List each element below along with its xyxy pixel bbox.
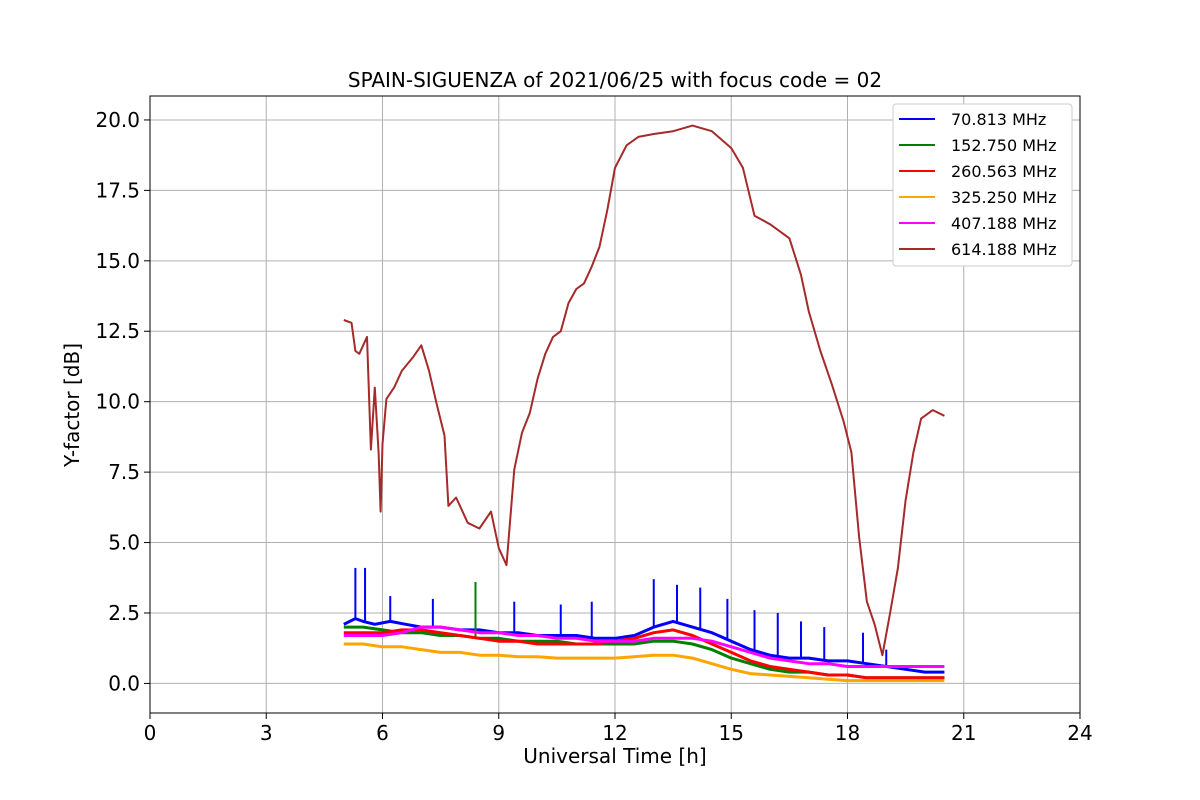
axes-frame	[149, 95, 1081, 714]
legend: 70.813 MHz 152.750 MHz 260.563 MHz 325.250 …	[892, 103, 1073, 267]
legend-box	[892, 103, 1073, 267]
legend-label-260-563-mhz: 260.563 MHz	[951, 162, 1056, 181]
series-line-407-188-mhz	[343, 625, 945, 668]
x-tick-label: 9	[492, 721, 505, 745]
y-tick-label: 10.0	[95, 390, 140, 414]
y-tick-label: 5.0	[108, 531, 140, 555]
x-tick-label: 21	[951, 721, 976, 745]
x-tick-label: 3	[260, 721, 273, 745]
series-line-614-188-mhz	[343, 124, 945, 657]
y-axis-label: Y-factor [dB]	[60, 343, 84, 468]
y-tick-label: 15.0	[95, 249, 140, 273]
y-tick-label: 2.5	[108, 601, 140, 625]
series-group	[343, 124, 945, 683]
legend-label-407-188-mhz: 407.188 MHz	[951, 214, 1056, 233]
series-line-325-250-mhz	[343, 642, 945, 683]
x-tick-label: 18	[835, 721, 860, 745]
x-axis-label: Universal Time [h]	[523, 744, 706, 768]
series-line-260-563-mhz	[343, 628, 945, 680]
y-tick-label: 0.0	[108, 671, 140, 695]
y-tick-label: 20.0	[95, 108, 140, 132]
legend-label-614-188-mhz: 614.188 MHz	[951, 240, 1056, 259]
x-tick-label: 12	[602, 721, 627, 745]
chart-title: SPAIN-SIGUENZA of 2021/06/25 with focus …	[348, 68, 882, 92]
y-tick-label: 12.5	[95, 319, 140, 343]
y-tick-label: 7.5	[108, 460, 140, 484]
legend-label-152-750-mhz: 152.750 MHz	[951, 136, 1056, 155]
legend-label-325-250-mhz: 325.250 MHz	[951, 188, 1056, 207]
x-tick-label: 15	[719, 721, 744, 745]
grid: 0 3 6 9 12 15 18 21 24 0.0 2.5 5.0 7.5 10.0 12.5 15.0 17…	[95, 96, 1093, 745]
series-line-70-813-mhz	[343, 617, 945, 674]
y-tick-label: 17.5	[95, 178, 140, 202]
x-tick-label: 6	[376, 721, 389, 745]
x-tick-label: 0	[144, 721, 157, 745]
plot-area: 0 3 6 9 12 15 18 21 24 0.0 2.5 5.0 7.5 10.0 12.5 15.0 17…	[95, 95, 1093, 745]
legend-label-70-813-mhz: 70.813 MHz	[951, 110, 1046, 129]
x-tick-label: 24	[1067, 721, 1092, 745]
